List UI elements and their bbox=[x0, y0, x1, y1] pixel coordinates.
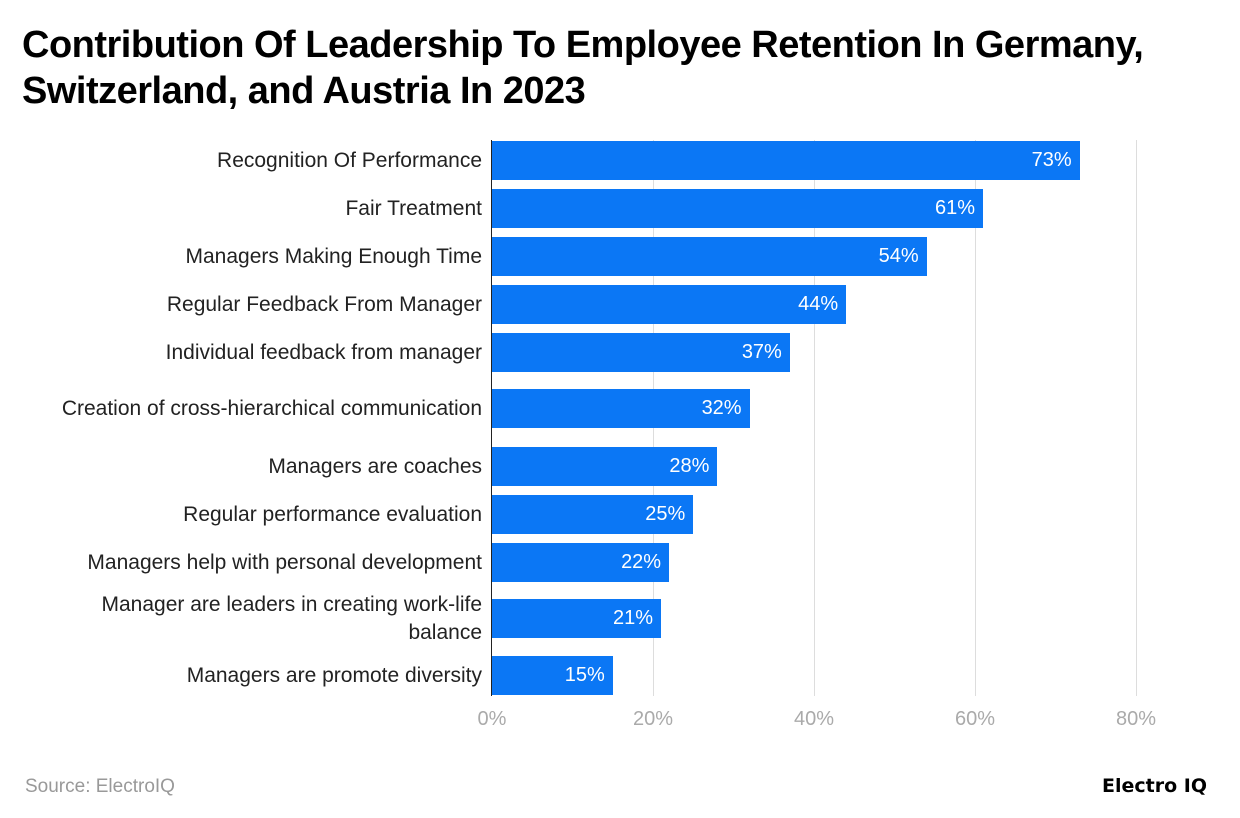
data-label: 37% bbox=[741, 341, 782, 363]
data-label: 44% bbox=[798, 293, 839, 315]
data-label: 15% bbox=[564, 664, 605, 686]
bar bbox=[492, 495, 694, 534]
category-label: Creation of cross-hierarchical communica… bbox=[61, 396, 482, 420]
bar bbox=[492, 189, 984, 228]
gridline bbox=[1136, 140, 1137, 696]
x-tick-label: 0% bbox=[477, 708, 507, 730]
category-label: Fair Treatment bbox=[345, 196, 482, 220]
bar bbox=[492, 389, 750, 428]
bar bbox=[492, 656, 613, 695]
data-label: 25% bbox=[645, 503, 686, 525]
data-label: 22% bbox=[621, 551, 662, 573]
category-label: Regular Feedback From Manager bbox=[166, 292, 482, 316]
x-tick-label: 80% bbox=[1115, 708, 1157, 730]
category-label: Managers Making Enough Time bbox=[185, 244, 483, 268]
bar bbox=[492, 333, 790, 372]
bar bbox=[492, 543, 670, 582]
chart-title: Contribution Of Leadership To Employee R… bbox=[22, 24, 1144, 112]
data-label: 61% bbox=[935, 197, 976, 219]
y-axis-line bbox=[491, 140, 492, 696]
x-tick-label: 60% bbox=[954, 708, 996, 730]
category-label: Manager are leaders in creating work-lif… bbox=[101, 592, 482, 644]
bar bbox=[492, 599, 662, 638]
data-label: 32% bbox=[701, 397, 742, 419]
x-tick-label: 40% bbox=[793, 708, 835, 730]
category-label: Recognition Of Performance bbox=[217, 148, 482, 172]
category-label: Managers are coaches bbox=[268, 454, 482, 478]
bar bbox=[492, 447, 718, 486]
gridline bbox=[814, 140, 815, 696]
category-label: Individual feedback from manager bbox=[165, 340, 482, 364]
category-label: Managers are promote diversity bbox=[186, 663, 482, 687]
category-label: Regular performance evaluation bbox=[183, 502, 482, 526]
data-label: 21% bbox=[613, 607, 654, 629]
data-label: 54% bbox=[878, 245, 919, 267]
data-label: 73% bbox=[1031, 149, 1072, 171]
source-note: Source: ElectroIQ bbox=[25, 776, 175, 797]
bar bbox=[492, 237, 927, 276]
logo: Electro IQ bbox=[1102, 775, 1207, 797]
category-label: Managers help with personal development bbox=[87, 550, 482, 574]
data-label: 28% bbox=[669, 455, 710, 477]
x-tick-label: 20% bbox=[632, 708, 674, 730]
gridline bbox=[975, 140, 976, 696]
bar bbox=[492, 141, 1080, 180]
bar bbox=[492, 285, 847, 324]
